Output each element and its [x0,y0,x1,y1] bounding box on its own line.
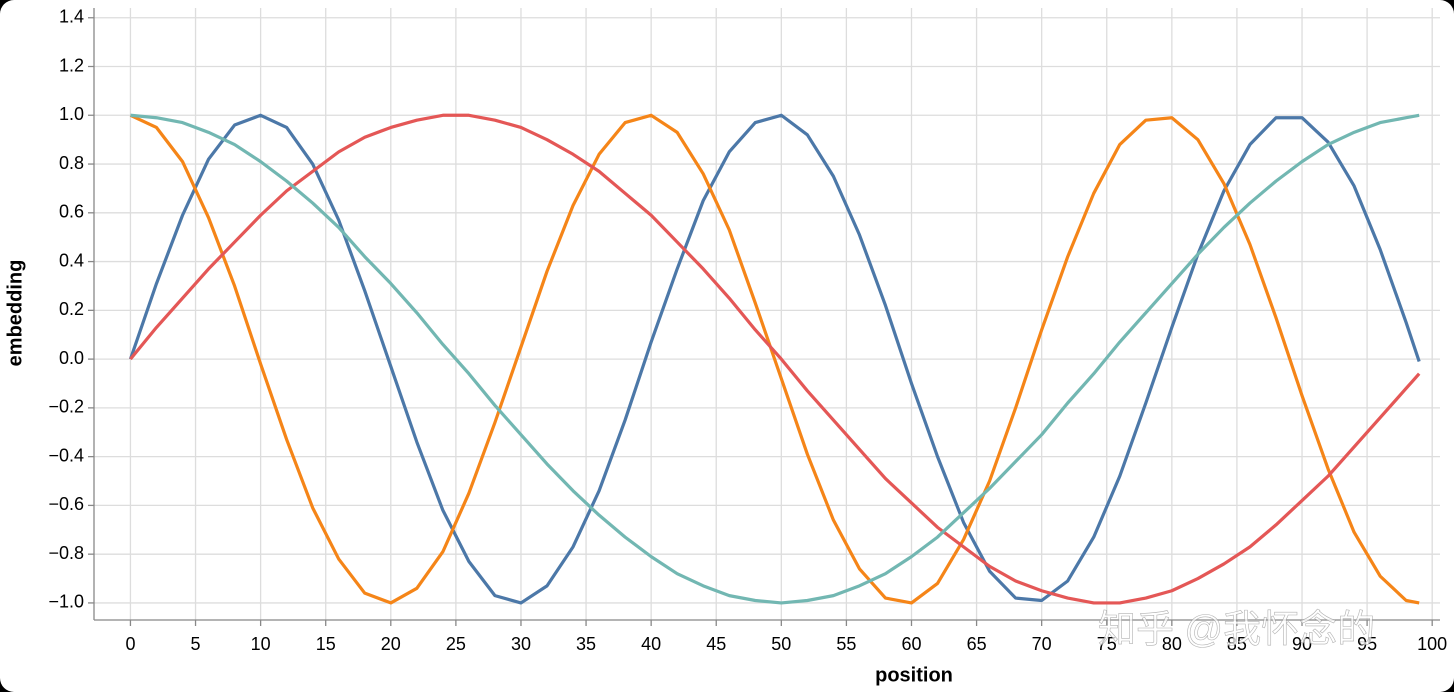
x-tick-label: 65 [967,634,987,654]
x-tick-label: 70 [1032,634,1052,654]
y-axis-label: embedding [4,260,26,367]
x-tick-label: 55 [836,634,856,654]
x-tick-label: 15 [316,634,336,654]
y-tick-label: 1.0 [59,104,84,124]
x-tick-label: 10 [251,634,271,654]
x-tick-label: 95 [1357,634,1377,654]
x-tick-label: 40 [641,634,661,654]
x-tick-label: 5 [191,634,201,654]
y-tick-label: 0.4 [59,250,84,270]
y-tick-label: 0.6 [59,202,84,222]
series-line [129,113,1420,605]
y-tick-label: 0.8 [59,153,84,173]
x-tick-label: 35 [576,634,596,654]
y-tick-label: 0.0 [59,348,84,368]
y-tick-label: −0.6 [48,494,84,514]
x-tick-label: 100 [1417,634,1447,654]
x-axis-label: position [875,664,953,686]
x-tick-label: 20 [381,634,401,654]
y-tick-label: 1.4 [59,7,84,27]
y-tick-label: −0.4 [48,445,84,465]
series-line [130,113,1420,605]
x-tick-label: 45 [706,634,726,654]
y-tick-label: 0.2 [59,299,84,319]
series-line [129,113,1421,605]
x-tick-label: 80 [1162,634,1182,654]
x-tick-label: 0 [125,634,135,654]
x-tick-label: 50 [771,634,791,654]
axes: −1.0 −0.8 −0.6 −0.4 −0.2 0.0 0.2 0.4 0.6 0.8 1.0 1.… [48,7,1447,654]
y-tick-label: −0.8 [48,543,84,563]
x-tick-label: 75 [1097,634,1117,654]
x-tick-label: 30 [511,634,531,654]
x-tick-label: 85 [1227,634,1247,654]
y-tick-label: −0.2 [48,397,84,417]
x-tick-label: 90 [1292,634,1312,654]
y-tick-label: 1.2 [59,55,84,75]
lines [128,113,1421,605]
series-line [128,113,1421,605]
y-tick-label: −1.0 [48,592,84,612]
x-tick-label: 60 [901,634,921,654]
grid [94,8,1440,620]
x-tick-label: 25 [446,634,466,654]
watermark: 知乎 @我怀念的 [1098,609,1375,651]
